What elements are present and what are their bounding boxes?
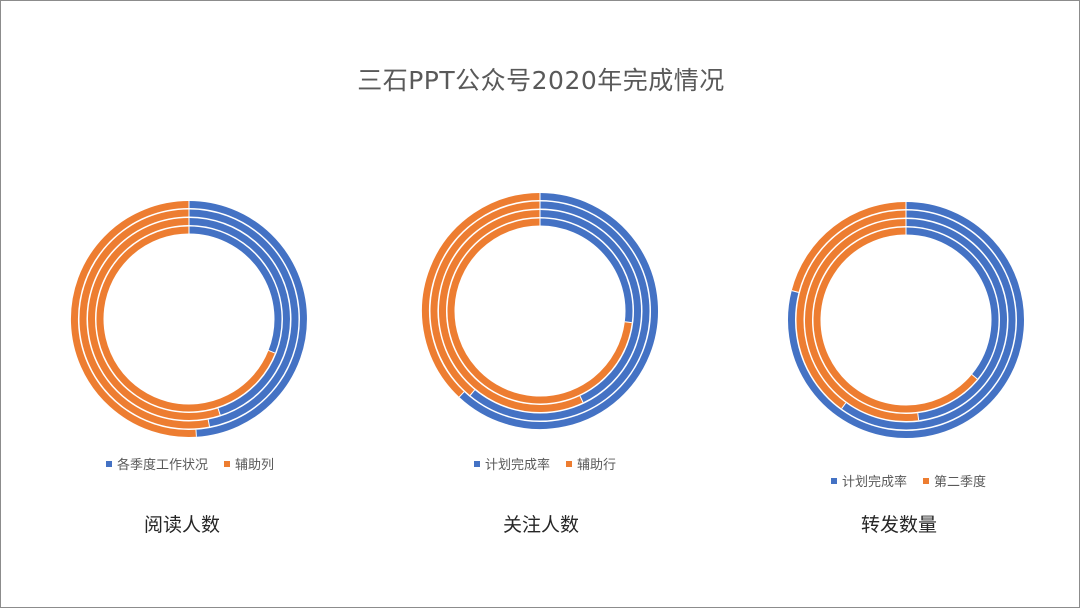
segment-separator (841, 402, 847, 409)
segment-separator (458, 391, 465, 398)
ring-2-segment-blue (188, 209, 299, 427)
ring-3-segment-blue (539, 210, 641, 403)
legend-label: 辅助行 (577, 458, 617, 473)
segment-separator (624, 321, 632, 324)
chart-caption-forward: 转发数量 (860, 514, 937, 536)
segment-separator (971, 374, 978, 380)
legend-item: 第二季度 (923, 471, 986, 490)
donut-chart-reading (70, 201, 307, 437)
ring-2-segment-blue (841, 210, 1016, 430)
ring-3-segment-orange (439, 210, 583, 412)
segment-separator (207, 419, 211, 427)
ring-2-segment-orange (430, 201, 540, 396)
ring-2-segment-blue (470, 201, 650, 421)
segment-separator (791, 290, 799, 293)
chart-caption-follow: 关注人数 (502, 514, 579, 536)
ring-4-segment-orange (813, 227, 978, 413)
ring-3-segment-orange (88, 218, 221, 420)
legend-item: 辅助行 (566, 454, 616, 473)
ring-2-segment-orange (796, 210, 906, 409)
legend-item: 各季度工作状况 (106, 454, 208, 473)
ring-4-segment-blue (539, 218, 633, 323)
legend-item: 计划完成率 (474, 454, 550, 473)
segment-separator (469, 389, 476, 396)
ring-1-segment-orange (791, 202, 906, 293)
ring-3-segment-blue (905, 219, 1007, 421)
legend-swatch-blue (474, 460, 480, 467)
ring-4-segment-blue (905, 227, 999, 379)
legend-forward: 计划完成率 第二季度 (831, 471, 986, 490)
legend-swatch-blue (831, 477, 837, 484)
ring-1-segment-blue (459, 193, 658, 429)
ring-1-segment-orange (70, 201, 197, 437)
donut-chart-follow (422, 193, 658, 429)
ring-3-segment-blue (188, 218, 290, 416)
legend-label: 第二季度 (934, 475, 987, 490)
segment-separator (917, 413, 920, 421)
ring-4-segment-blue (188, 226, 282, 354)
legend-follow: 计划完成率 辅助行 (474, 454, 616, 473)
ring-3-segment-orange (805, 219, 919, 421)
legend-label: 辅助列 (235, 458, 275, 473)
segment-separator (268, 350, 276, 354)
legend-reading: 各季度工作状况 辅助列 (106, 454, 274, 473)
legend-swatch-orange (224, 460, 231, 467)
legend-label: 计划完成率 (842, 475, 908, 490)
legend-item: 辅助列 (224, 454, 274, 473)
ring-4-segment-orange (447, 218, 632, 404)
legend-swatch-orange (923, 477, 930, 484)
segment-separator (217, 408, 221, 416)
legend-swatch-blue (106, 460, 112, 467)
ring-2-segment-orange (79, 209, 210, 429)
ring-1-segment-blue (188, 201, 307, 437)
ring-1-segment-blue (788, 202, 1024, 438)
legend-label: 各季度工作状况 (117, 458, 209, 473)
donut-chart-forward (788, 202, 1024, 438)
legend-label: 计划完成率 (485, 458, 551, 473)
segment-separator (579, 395, 584, 403)
ring-1-segment-orange (422, 193, 540, 398)
legend-swatch-orange (566, 460, 573, 467)
slide-title: 三石PPT公众号2020年完成情况 (357, 66, 725, 95)
ring-4-segment-orange (96, 226, 276, 412)
legend-item: 计划完成率 (831, 471, 907, 490)
chart-caption-reading: 阅读人数 (143, 514, 220, 536)
